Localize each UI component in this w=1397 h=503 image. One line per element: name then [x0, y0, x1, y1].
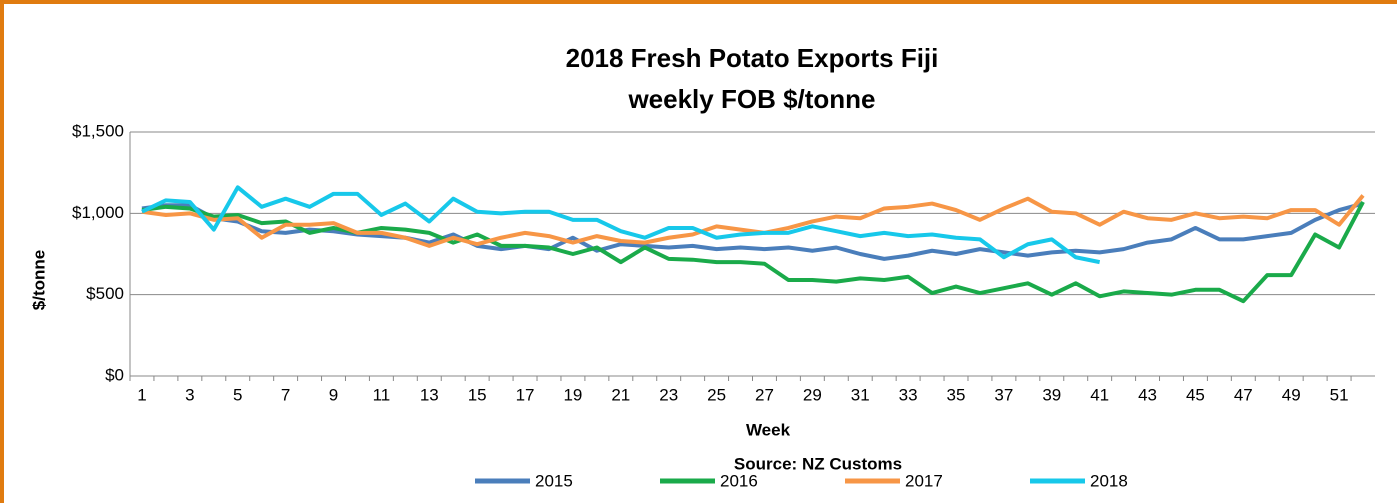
x-tick-label: 27: [755, 385, 774, 404]
x-tick-label: 23: [659, 385, 678, 404]
legend-label: 2017: [905, 471, 943, 490]
x-tick-label: 49: [1282, 385, 1301, 404]
y-tick-label: $1,500: [72, 121, 124, 140]
x-tick-label: 25: [707, 385, 726, 404]
x-tick-label: 47: [1234, 385, 1253, 404]
x-tick-label: 41: [1090, 385, 1109, 404]
legend-label: 2018: [1090, 471, 1128, 490]
x-tick-label: 35: [947, 385, 966, 404]
series-line: [141, 201, 1364, 261]
annotation: Source: NZ Customs: [734, 454, 902, 473]
x-tick-label: 7: [281, 385, 290, 404]
x-tick-label: 19: [563, 385, 582, 404]
x-tick-label: 51: [1330, 385, 1349, 404]
x-tick-label: 43: [1138, 385, 1157, 404]
y-tick-label: $1,000: [72, 203, 124, 222]
legend-label: 2016: [720, 471, 758, 490]
x-tick-label: 15: [468, 385, 487, 404]
chart-title: 2018 Fresh Potato Exports Fiji: [566, 43, 939, 73]
x-tick-label: 13: [420, 385, 439, 404]
x-axis-label: Week: [746, 420, 791, 439]
x-tick-label: 37: [994, 385, 1013, 404]
x-tick-label: 45: [1186, 385, 1205, 404]
x-tick-label: 3: [185, 385, 194, 404]
x-tick-label: 29: [803, 385, 822, 404]
x-tick-label: 11: [373, 385, 391, 404]
y-axis-label: $/tonne: [29, 250, 48, 310]
x-tick-label: 17: [516, 385, 535, 404]
y-tick-label: $500: [86, 284, 124, 303]
x-tick-label: 1: [137, 385, 146, 404]
series-line: [141, 185, 1101, 265]
x-tick-label: 9: [329, 385, 338, 404]
series-line: [141, 194, 1365, 248]
series-line: [141, 201, 1365, 304]
legend-label: 2015: [535, 471, 573, 490]
x-tick-label: 21: [611, 385, 630, 404]
y-tick-label: $0: [105, 365, 124, 384]
chart-subtitle: weekly FOB $/tonne: [627, 84, 875, 114]
x-tick-label: 39: [1042, 385, 1061, 404]
x-tick-label: 31: [851, 385, 870, 404]
x-tick-label: 33: [899, 385, 918, 404]
x-tick-label: 5: [233, 385, 242, 404]
